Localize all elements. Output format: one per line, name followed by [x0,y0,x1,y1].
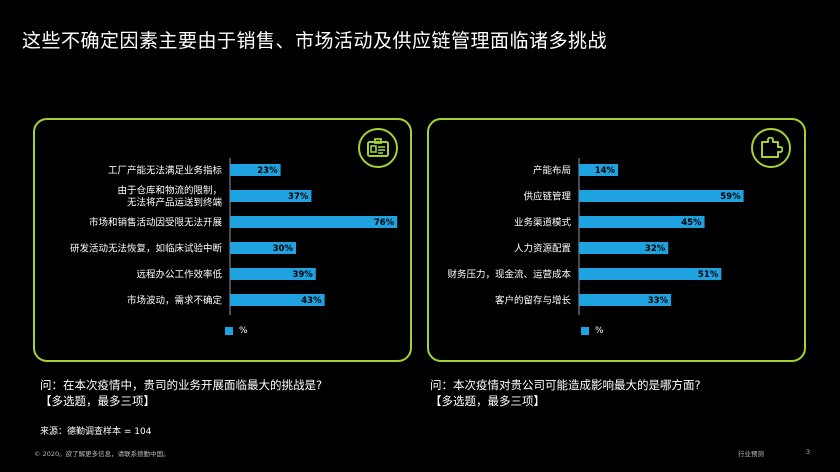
category-label: 人力资源配置 [514,243,571,255]
bar [230,242,296,254]
survey-question-right: 问：本次疫情对贵公司可能造成影响最大的是哪方面? 【多选题，最多三项】 [430,377,701,409]
question-text: 问：在本次疫情中，贵司的业务开展面临最大的挑战是? [40,378,323,392]
bar-value-label: 59% [720,192,741,202]
bar [230,190,312,202]
chart-legend: % [581,326,604,336]
bar [230,216,398,228]
category-label: 财务压力，现金流、运营成本 [447,269,571,281]
category-label: 工厂产能无法满足业务指标 [108,165,223,177]
bar-value-label: 39% [292,270,313,280]
category-label: 研发活动无法恢复，如临床试验中断 [70,243,223,255]
bar [579,164,619,176]
question-note: 【多选题，最多三项】 [40,394,155,408]
category-label: 业务渠道模式 [514,217,572,229]
bar [579,242,669,254]
legend-swatch [581,327,589,335]
category-label: 供应链管理 [523,191,571,203]
source-note: 来源：德勤调查样本 = 104 [40,427,152,437]
question-text: 问：本次疫情对贵公司可能造成影响最大的是哪方面? [430,378,701,392]
bar [230,268,316,280]
bar-value-label: 23% [257,166,278,176]
bar-value-label: 37% [288,192,309,202]
legend-label: % [595,326,604,336]
bar-value-label: 33% [648,296,669,306]
legend-label: % [239,326,248,336]
legend-swatch [225,327,233,335]
question-note: 【多选题，最多三项】 [430,394,545,408]
bar-value-label: 43% [301,296,322,306]
bar [230,164,281,176]
bar [579,294,672,306]
chart-legend: % [225,326,248,336]
category-label: 无法将产品运送到终端 [127,197,223,209]
page-title: 这些不确定因素主要由于销售、市场活动及供应链管理面临诸多挑战 [22,30,608,52]
challenges-chart-panel: 23% 工厂产能无法满足业务指标 37% 由于仓库和物流的限制， 无法将产品运送到终端 7… [33,118,412,362]
category-label: 产能布局 [533,165,571,177]
bar [230,294,325,306]
copyright-footer: © 2020。欲了解更多信息，请联系德勤中国。 [34,450,170,458]
bar-value-label: 30% [273,244,294,254]
category-label: 客户的留存与增长 [495,295,572,307]
bar [579,216,705,228]
category-label: 市场和销售活动因受限无法开展 [89,217,223,229]
impact-bar-chart: 14% 产能布局 59% 供应链管理 45% 业务渠道模式 32% 人力资源配置 51% 财务压力… [447,158,744,315]
bar [579,190,744,202]
bar-value-label: 51% [698,270,719,280]
bar-value-label: 14% [595,166,616,176]
bar-value-label: 76% [374,218,395,228]
bar [579,268,722,280]
id-card-icon [358,128,398,168]
impact-chart-panel: 14% 产能布局 59% 供应链管理 45% 业务渠道模式 32% 人力资源配置 51% 财务压力… [427,118,806,362]
bar-value-label: 45% [681,218,702,228]
bar-value-label: 32% [645,244,666,254]
category-label: 市场波动，需求不确定 [127,295,223,307]
category-label: 远程办公工作效率低 [136,269,222,281]
puzzle-icon [751,128,791,168]
category-label: 由于仓库和物流的限制， [117,185,222,197]
survey-question-left: 问：在本次疫情中，贵司的业务开展面临最大的挑战是? 【多选题，最多三项】 [40,377,322,409]
section-footer: 行业预测 [738,450,764,458]
challenges-bar-chart: 23% 工厂产能无法满足业务指标 37% 由于仓库和物流的限制，无法将产品运送到终端 7… [70,158,398,315]
page-number: 3 [806,448,811,456]
